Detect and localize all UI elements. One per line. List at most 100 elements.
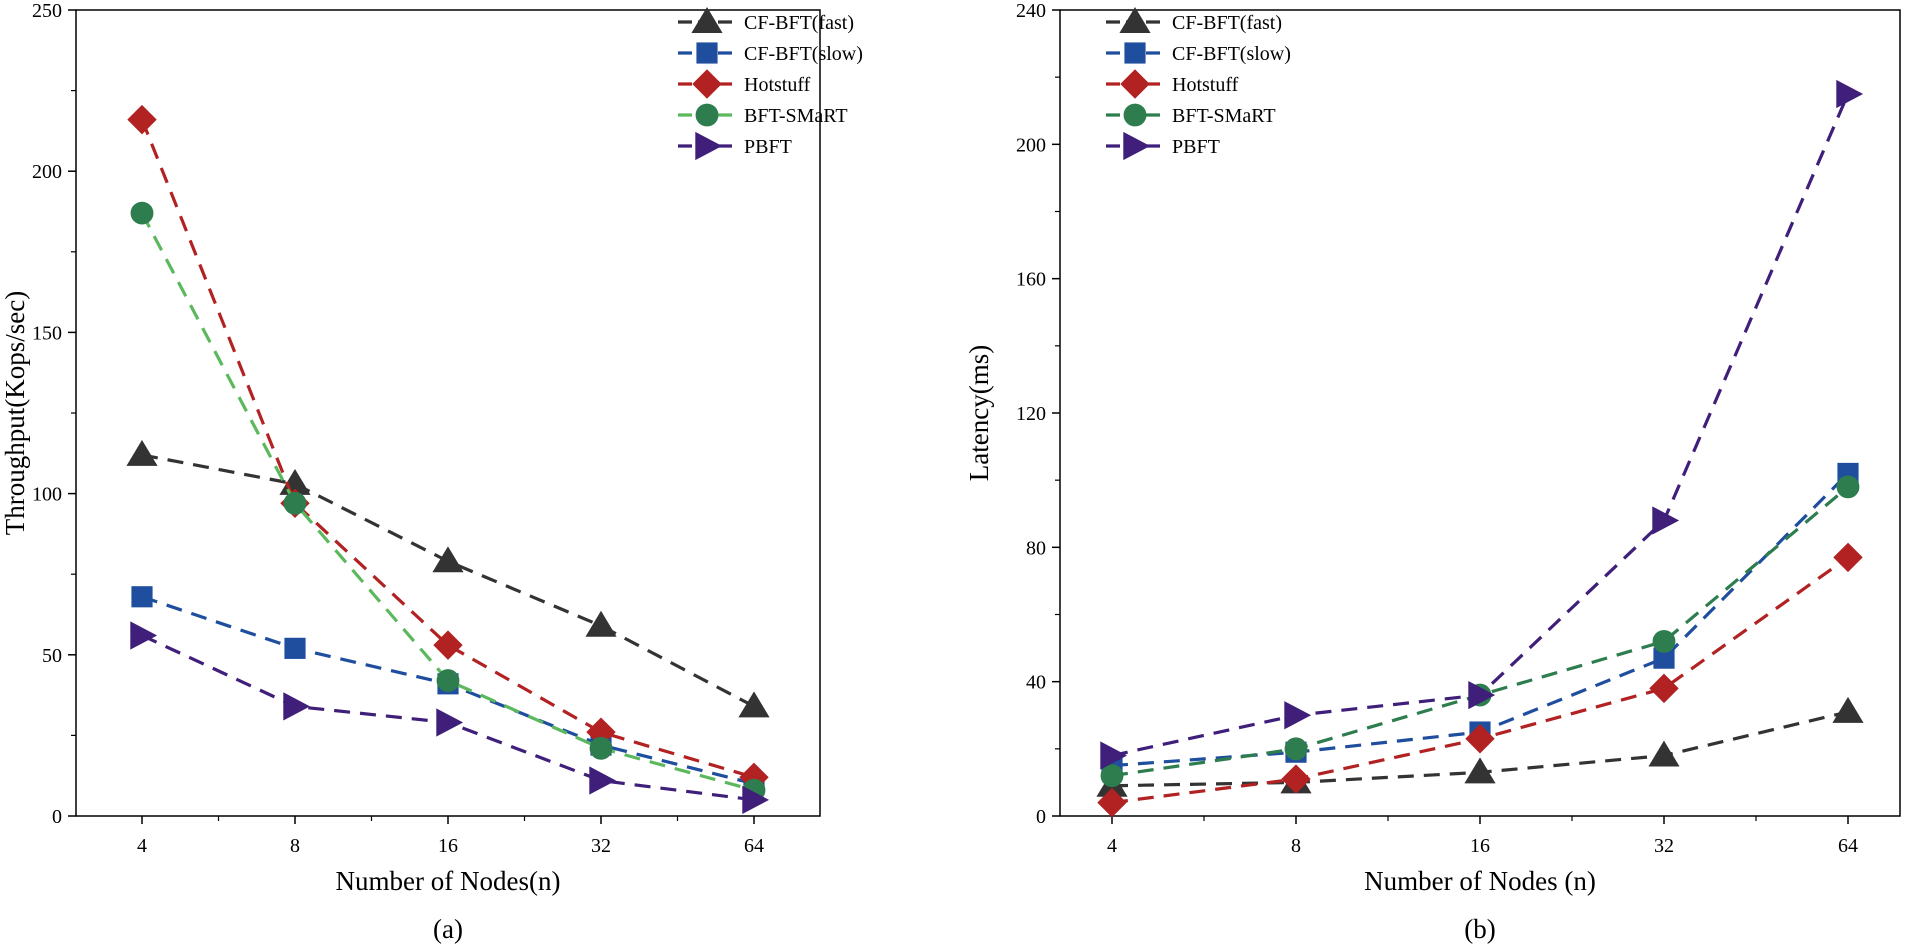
data-point — [1652, 506, 1680, 535]
legend-marker — [1119, 7, 1151, 33]
data-point — [742, 785, 770, 815]
y-tick-label: 160 — [1016, 269, 1046, 291]
series-pbft — [1100, 79, 1864, 770]
data-point — [585, 610, 617, 637]
data-point — [589, 766, 617, 795]
x-tick-label: 8 — [1291, 835, 1301, 857]
data-point — [130, 621, 158, 650]
y-tick-label: 80 — [1026, 537, 1046, 559]
legend-item-bft-smart: BFT-SMaRT — [678, 103, 848, 127]
data-point — [433, 630, 463, 660]
y-tick-label: 150 — [32, 322, 62, 344]
data-point — [1465, 724, 1495, 754]
y-tick-label: 0 — [1036, 806, 1046, 828]
x-tick-label: 8 — [290, 835, 300, 857]
legend-marker — [1123, 131, 1151, 161]
y-tick-label: 240 — [1016, 0, 1046, 22]
data-point — [283, 692, 311, 721]
data-point — [1833, 542, 1863, 573]
data-point — [436, 669, 460, 693]
x-tick-label: 64 — [1838, 835, 1858, 857]
legend-item-hotstuff: Hotstuff — [1106, 69, 1239, 99]
data-point — [127, 104, 157, 135]
legend-label: Hotstuff — [744, 74, 811, 96]
legend-marker — [695, 131, 723, 161]
x-tick-label: 4 — [137, 835, 147, 857]
legend-marker — [691, 7, 723, 33]
legend-item-cf-bft-fast: CF-BFT(fast) — [678, 7, 854, 34]
data-point — [436, 708, 464, 737]
legend-marker — [1123, 103, 1147, 127]
data-point — [126, 439, 158, 466]
data-point — [284, 637, 306, 659]
data-point — [1284, 701, 1312, 730]
series-hotstuff — [1097, 542, 1863, 818]
data-point — [1100, 741, 1128, 770]
legend-label: BFT-SMaRT — [744, 105, 848, 127]
legend-item-cf-bft-slow: CF-BFT(slow) — [1106, 42, 1291, 65]
legend-item-hotstuff: Hotstuff — [678, 69, 811, 99]
data-point — [432, 546, 464, 573]
legend-item-cf-bft-fast: CF-BFT(fast) — [1106, 7, 1282, 34]
x-tick-label: 4 — [1107, 835, 1117, 857]
chart-latency: 4 8 16 32 64 0 40 80 120 160 200 240 Number of Node… — [964, 0, 1901, 944]
series-pbft — [130, 621, 770, 815]
legend-label: CF-BFT(fast) — [1172, 12, 1282, 34]
y-axis-title: Latency(ms) — [964, 345, 994, 481]
data-point — [1836, 79, 1864, 109]
y-axis-title: Throughput(Kops/sec) — [0, 291, 30, 535]
y-tick-label: 120 — [1016, 403, 1046, 425]
data-point — [131, 586, 153, 608]
legend: CF-BFT(fast) CF-BFT(slow) Hotstuff BFT-SMaR… — [1106, 7, 1291, 161]
plot-frame — [75, 9, 821, 817]
legend-label: PBFT — [1172, 136, 1220, 158]
x-axis-title: Number of Nodes(n) — [336, 866, 561, 896]
x-tick-label: 16 — [438, 835, 458, 857]
data-point — [1100, 764, 1124, 788]
legend: CF-BFT(fast) CF-BFT(slow) Hotstuff BFT-SMaR… — [678, 7, 863, 161]
legend-item-pbft: PBFT — [678, 131, 792, 161]
data-point — [1284, 737, 1308, 761]
data-point — [1649, 673, 1679, 704]
legend-item-bft-smart: BFT-SMaRT — [1106, 103, 1276, 127]
legend-label: CF-BFT(fast) — [744, 12, 854, 34]
series-line — [140, 119, 755, 779]
data-point — [1652, 629, 1676, 653]
data-point — [283, 491, 307, 515]
data-point — [738, 691, 770, 718]
legend-marker — [695, 103, 719, 127]
y-tick-label: 200 — [1016, 134, 1046, 156]
chart-caption: (a) — [433, 914, 463, 944]
legend-label: BFT-SMaRT — [1172, 105, 1276, 127]
series-line — [141, 453, 755, 708]
series-bft-smart — [130, 201, 766, 802]
legend-label: PBFT — [744, 136, 792, 158]
legend-label: CF-BFT(slow) — [744, 43, 863, 65]
legend-marker — [696, 42, 718, 64]
legend-label: Hotstuff — [1172, 74, 1239, 96]
chart-throughput: 4 8 16 32 64 0 50 100 150 200 250 Number of Nodes(… — [0, 0, 863, 944]
data-point — [1281, 764, 1311, 794]
series-line — [140, 212, 755, 792]
series-line — [1111, 93, 1850, 758]
y-tick-label: 100 — [32, 484, 62, 506]
legend-label: CF-BFT(slow) — [1172, 43, 1291, 65]
y-tick-label: 50 — [42, 645, 62, 667]
y-tick-label: 40 — [1026, 672, 1046, 694]
data-point — [1097, 787, 1127, 818]
data-point — [1836, 475, 1860, 499]
chart-caption: (b) — [1464, 914, 1495, 944]
y-tick-label: 0 — [52, 806, 62, 828]
data-point — [1648, 740, 1680, 767]
data-point — [1468, 680, 1496, 710]
y-tick-label: 250 — [32, 0, 62, 22]
legend-item-pbft: PBFT — [1106, 131, 1220, 161]
x-axis-title: Number of Nodes (n) — [1364, 866, 1596, 896]
data-point — [130, 201, 154, 225]
data-point — [1832, 696, 1864, 723]
legend-item-cf-bft-slow: CF-BFT(slow) — [678, 42, 863, 65]
x-tick-label: 64 — [744, 835, 764, 857]
legend-marker — [1124, 42, 1146, 64]
y-tick-label: 200 — [32, 161, 62, 183]
